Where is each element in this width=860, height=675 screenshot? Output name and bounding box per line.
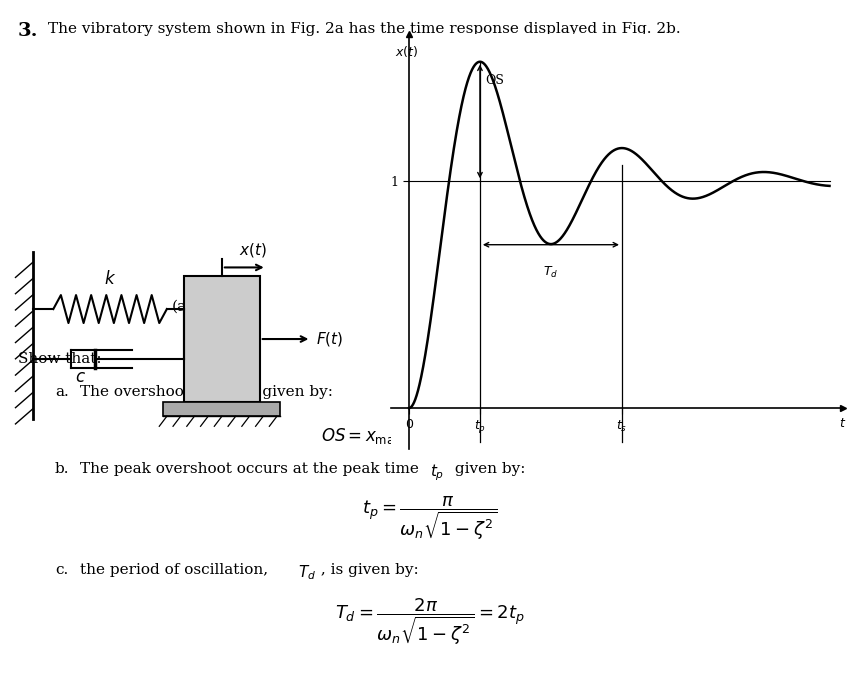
Text: ) is given by:: ) is given by: <box>234 385 333 400</box>
Text: $t$: $t$ <box>839 417 846 431</box>
Text: b.: b. <box>55 462 70 476</box>
Text: The peak overshoot occurs at the peak time: The peak overshoot occurs at the peak ti… <box>80 462 424 476</box>
Text: $x(t)$: $x(t)$ <box>239 240 267 259</box>
Text: $c$: $c$ <box>76 369 86 386</box>
Text: (a): (a) <box>171 300 193 314</box>
Text: $\mathit{F}(t)$: $\mathit{F}(t)$ <box>316 330 344 348</box>
Text: c.: c. <box>55 563 68 577</box>
Text: $t_p = \dfrac{\pi}{\omega_n\sqrt{1-\zeta^2}}$: $t_p = \dfrac{\pi}{\omega_n\sqrt{1-\zeta… <box>362 495 498 543</box>
Text: $T_d$: $T_d$ <box>544 265 558 280</box>
Text: $T_d = \dfrac{2\pi}{\omega_n\sqrt{1-\zeta^2}} = 2t_p$: $T_d = \dfrac{2\pi}{\omega_n\sqrt{1-\zet… <box>335 597 525 648</box>
Text: OS: OS <box>210 385 233 399</box>
Text: $x(t)$: $x(t)$ <box>395 45 419 59</box>
Text: given by:: given by: <box>450 462 525 476</box>
Text: a.: a. <box>55 385 69 399</box>
Text: 3.: 3. <box>18 22 39 40</box>
Text: Show that:: Show that: <box>18 352 101 366</box>
Bar <box>184 276 260 402</box>
Text: The overshoot (: The overshoot ( <box>80 385 201 399</box>
Text: $T_d$: $T_d$ <box>298 563 316 582</box>
Text: $k$: $k$ <box>104 270 116 288</box>
Text: , is given by:: , is given by: <box>316 563 419 577</box>
Text: OS: OS <box>485 74 504 87</box>
Text: $t_p$: $t_p$ <box>430 462 445 483</box>
Text: $\mathit{OS} = x_{\mathrm{max}} -1 = e^{-\pi\zeta/\sqrt{1-\zeta^2}}$: $\mathit{OS} = x_{\mathrm{max}} -1 = e^{… <box>321 418 539 448</box>
Bar <box>163 402 280 416</box>
Text: Fig. 2: Fig. 2 <box>406 315 454 329</box>
Text: (b): (b) <box>589 300 611 314</box>
Text: The vibratory system shown in Fig. 2a has the time response displayed in Fig. 2b: The vibratory system shown in Fig. 2a ha… <box>48 22 680 36</box>
Text: the period of oscillation,: the period of oscillation, <box>80 563 273 577</box>
